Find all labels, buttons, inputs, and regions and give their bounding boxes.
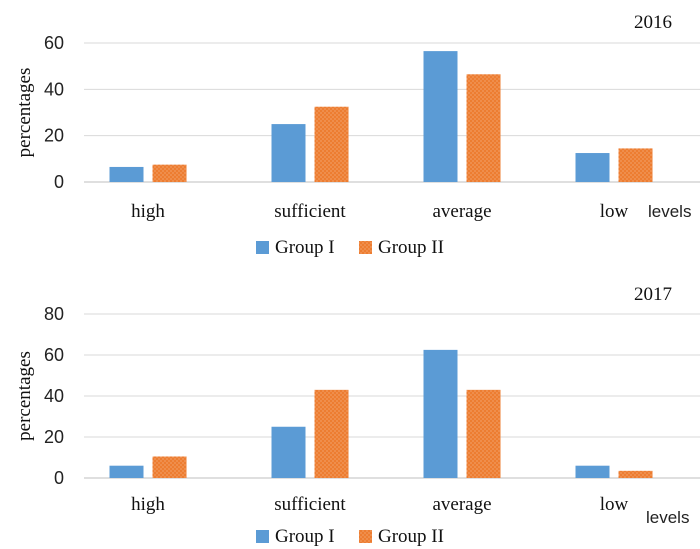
bar-group-ii-average: [466, 389, 501, 478]
legend-label-group-ii: Group II: [378, 237, 444, 258]
y-tick-label: 0: [54, 172, 64, 192]
x-tick-label: low: [600, 494, 629, 515]
x-tick-label: low: [600, 201, 629, 222]
x-tick-label: high: [131, 494, 165, 515]
y-axis-label: percentages: [14, 68, 35, 158]
y-axis-label: percentages: [14, 351, 35, 441]
legend-label-group-ii: Group II: [378, 526, 444, 547]
bar-group-i-low: [575, 153, 610, 182]
legend-label-group-i: Group I: [275, 526, 335, 547]
bar-group-i-average: [423, 51, 458, 182]
bar-group-ii-low: [618, 470, 653, 478]
bar-group-i-sufficient: [271, 124, 306, 182]
y-tick-label: 60: [44, 33, 64, 53]
y-tick-label: 40: [44, 79, 64, 99]
x-tick-label: high: [131, 201, 165, 222]
chart-panel-2016: 0 20 40 60 percentages 2016 high sufficient aver…: [14, 12, 700, 258]
bar-group-i-high: [109, 166, 144, 182]
chart-panel-2017: 0 20 40 60 80 percentages 2017 high sufficient av…: [14, 284, 700, 547]
bar-group-ii-average: [466, 74, 501, 182]
legend: Group I Group II: [256, 526, 444, 547]
legend-swatch-group-ii: [359, 241, 372, 254]
bar-group-ii-high: [152, 456, 187, 478]
bar-group-i-low: [575, 465, 610, 478]
bar-group-i-sufficient: [271, 426, 306, 478]
x-axis-label: levels: [648, 202, 691, 221]
legend-swatch-group-i: [256, 241, 269, 254]
y-tick-label: 20: [44, 126, 64, 146]
legend-swatch-group-i: [256, 530, 269, 543]
x-tick-label: sufficient: [274, 494, 346, 515]
y-tick-label: 40: [44, 386, 64, 406]
bar-group-i-high: [109, 465, 144, 478]
x-tick-label: average: [432, 494, 491, 515]
legend: Group I Group II: [256, 237, 444, 258]
x-axis-label: levels: [646, 508, 689, 527]
chart-title: 2016: [634, 12, 672, 33]
bar-group-ii-sufficient: [314, 389, 349, 478]
chart-title: 2017: [634, 284, 672, 305]
bar-group-ii-low: [618, 148, 653, 182]
x-tick-label: sufficient: [274, 201, 346, 222]
bar-group-ii-high: [152, 164, 187, 182]
bar-group-ii-sufficient: [314, 106, 349, 182]
legend-swatch-group-ii: [359, 530, 372, 543]
y-tick-label: 0: [54, 468, 64, 488]
x-tick-label: average: [432, 201, 491, 222]
bar-group-i-average: [423, 349, 458, 478]
legend-label-group-i: Group I: [275, 237, 335, 258]
y-tick-label: 80: [44, 304, 64, 324]
y-tick-label: 60: [44, 345, 64, 365]
y-tick-label: 20: [44, 427, 64, 447]
